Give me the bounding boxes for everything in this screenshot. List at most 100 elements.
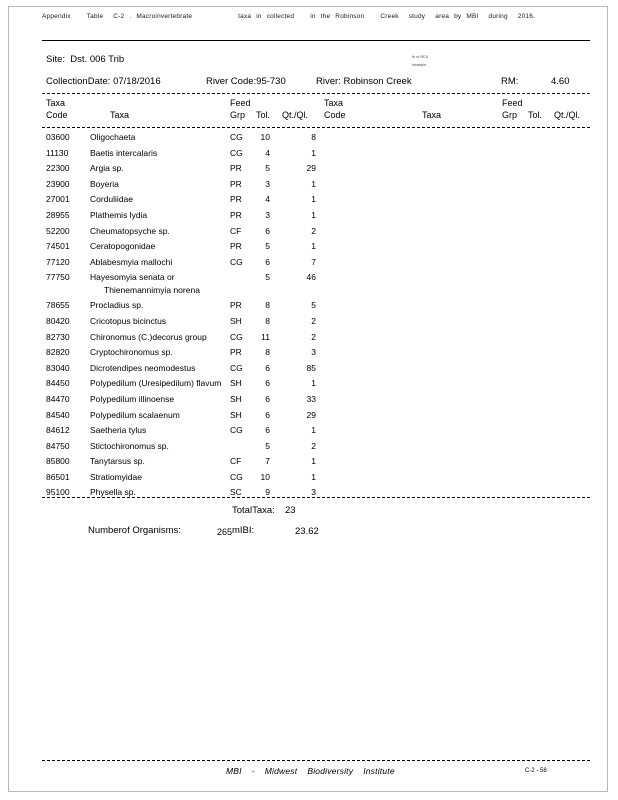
table-row: 23900 Boyeria PR 3 1 [42, 179, 590, 195]
row-tolerance: 6 [265, 256, 270, 267]
row-tolerance: 6 [265, 378, 270, 389]
row-taxa-code: 11130 [46, 147, 69, 158]
footer-mbi: MBI [226, 766, 242, 776]
caption-rule [42, 40, 590, 41]
col-header-taxa-code-right-line2: Code [324, 110, 346, 120]
table-row: 84612 Saetheria tylus CG 6 1 [42, 425, 590, 441]
collection-date-value: 07/18/2016 [113, 76, 161, 87]
caption-word-collected: collected [266, 13, 295, 20]
row-feed-group: PR [230, 241, 242, 252]
table-row: 80420 Cricotopus bicinctus SH 8 2 [42, 316, 590, 332]
caption-period: . [129, 13, 132, 20]
row-feed-group: CG [230, 147, 243, 158]
table-row: 11130 Baetis intercalaris CG 4 1 [42, 148, 590, 164]
river-code-value: 95-730 [256, 76, 286, 87]
row-quantity: 3 [311, 487, 316, 498]
row-taxa-name: Corduliidae [90, 194, 133, 205]
number-of-organisms-label: Numberof Organisms: [88, 525, 181, 536]
number-of-organisms-value: 265 [217, 527, 233, 537]
row-tolerance: 5 [265, 272, 270, 283]
row-taxa-code: 80420 [46, 315, 70, 326]
site-label: Site: [46, 54, 66, 65]
row-feed-group: SC [230, 487, 242, 498]
row-feed-group: CG [230, 132, 243, 142]
row-quantity: 5 [311, 300, 316, 311]
row-taxa-code: 74501 [46, 241, 70, 252]
table-row: 03600 Oligochaeta CG 10 8 [42, 132, 590, 148]
table-row: 83040 Dicrotendipes neomodestus CG 6 85 [42, 363, 590, 379]
table-body: 03600 Oligochaeta CG 10 8 11130 Baetis interca… [42, 132, 590, 503]
row-taxa-code: 84540 [46, 409, 70, 420]
river-code-group: River Code:95-730 [206, 76, 286, 87]
row-feed-group: PR [230, 178, 242, 189]
caption-word-table: Table [86, 13, 104, 20]
table-row: 28955 Plathemis lydia PR 3 1 [42, 210, 590, 226]
row-taxa-name: Argia sp. [90, 163, 124, 174]
row-tolerance: 5 [265, 163, 270, 174]
row-taxa-code: 82820 [46, 347, 70, 358]
row-feed-group: PR [230, 347, 242, 358]
row-taxa-code: 86501 [46, 471, 70, 482]
row-taxa-name: Saetheria tylus [90, 425, 147, 436]
row-taxa-name: Cryptochironomus sp. [90, 347, 173, 358]
caption-word-taxa: taxa [238, 13, 252, 20]
row-quantity: 2 [311, 225, 316, 236]
caption-word-study: study [408, 13, 426, 20]
row-tolerance: 7 [265, 456, 270, 467]
table-row: 74501 Ceratopogonidae PR 5 1 [42, 241, 590, 257]
table-row: 22300 Argia sp. PR 5 29 [42, 163, 590, 179]
page-content: Appendix Table C-2. Macroinvertebrate taxa in… [42, 0, 590, 800]
row-feed-group: CG [230, 362, 243, 373]
table-row: 84450 Polypedilum (Uresipedilum) flavum SH… [42, 378, 590, 394]
rm-label: RM: [501, 76, 519, 87]
row-taxa-code: 03600 [46, 132, 70, 142]
col-header-feed-right-line2: Grp [502, 110, 518, 120]
row-tolerance: 6 [265, 362, 270, 373]
collection-date-group: CollectionDate: 07/18/2016 [46, 76, 161, 87]
row-tolerance: 11 [261, 331, 270, 342]
footer-page-reference: C-2 - 58 [525, 768, 547, 774]
caption-word-robinson: Robinson [335, 13, 365, 20]
footer-institute: Institute [363, 766, 395, 776]
mibi-value: 23.62 [295, 526, 319, 537]
row-taxa-name: Chironomus (C.)decorus group [90, 331, 207, 342]
caption-word-by: by [454, 13, 462, 20]
row-quantity: 2 [311, 440, 316, 451]
row-quantity: 1 [311, 147, 316, 158]
rm-value: 4.60 [551, 76, 570, 87]
page-border [8, 6, 608, 792]
caption-word-during: during [488, 13, 508, 20]
col-header-taxa-left: Taxa [110, 110, 130, 120]
row-taxa-name-continued: Thienemannimyia norena [104, 285, 200, 296]
row-taxa-code: 23900 [46, 178, 70, 189]
row-quantity: 46 [306, 272, 316, 283]
col-header-tol-right: Tol. [528, 110, 543, 120]
row-tolerance: 8 [265, 300, 270, 311]
footer-dash: - [251, 766, 255, 776]
table-header: Taxa Code Taxa Feed Grp Tol. Qt./Ql. Tax… [42, 98, 590, 130]
footer-midwest: Midwest [264, 766, 298, 776]
table-row: 85800 Tanytarsus sp. CF 7 1 [42, 456, 590, 472]
header-rule-dashed [42, 93, 590, 94]
row-taxa-name: Ablabesmyia mallochi [90, 256, 173, 267]
col-header-taxa-right: Taxa [422, 110, 442, 120]
row-taxa-code: 28955 [46, 209, 70, 220]
row-feed-group: PR [230, 209, 242, 220]
row-feed-group: CG [230, 331, 243, 342]
caption-word-creek: Creek [380, 13, 399, 20]
row-taxa-name: Polypedilum (Uresipedilum) flavum [90, 378, 222, 389]
row-quantity: 1 [311, 241, 316, 252]
collection-date-label: CollectionDate: [46, 76, 111, 87]
row-quantity: 2 [311, 315, 316, 326]
caption-word-number: C-2 [113, 13, 125, 20]
row-feed-group: SH [230, 378, 242, 389]
table-row: 86501 Stratiomyidae CG 10 1 [42, 472, 590, 488]
col-header-taxa-code-right-line1: Taxa [324, 98, 344, 108]
row-taxa-name: Boyeria [90, 178, 119, 189]
row-tolerance: 6 [265, 393, 270, 404]
table-header-rule [42, 127, 590, 128]
row-feed-group: SH [230, 315, 242, 326]
table-row: 52200 Cheumatopsyche sp. CF 6 2 [42, 226, 590, 242]
row-taxa-name: Baetis intercalaris [90, 147, 158, 158]
